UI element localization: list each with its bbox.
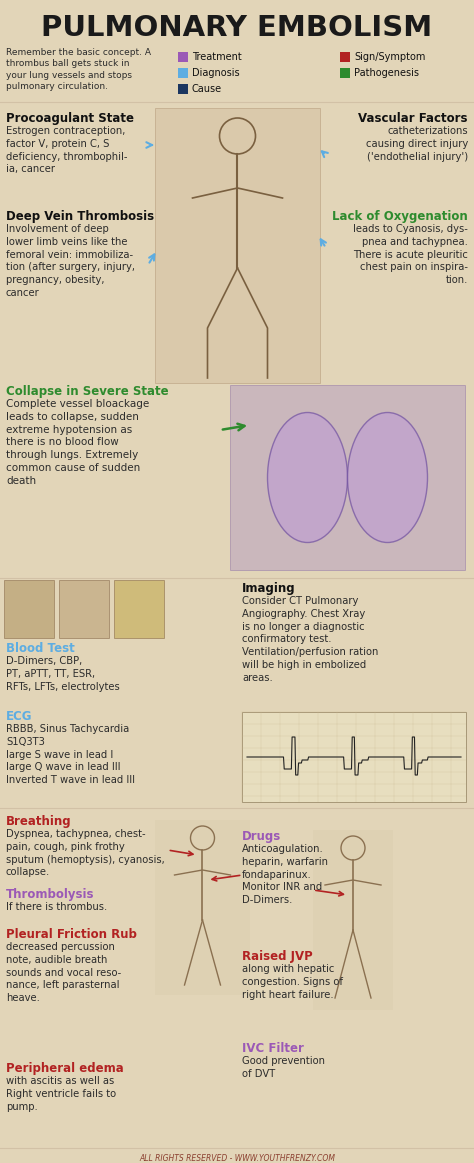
Text: decreased percussion
note, audible breath
sounds and vocal reso-
nance, left par: decreased percussion note, audible breat… — [6, 942, 121, 1004]
Bar — [178, 84, 188, 94]
Bar — [114, 580, 164, 638]
Text: along with hepatic
congestion. Signs of
right heart failure.: along with hepatic congestion. Signs of … — [242, 964, 343, 1000]
Text: Complete vessel bloackage
leads to collapse, sudden
extreme hypotension as
there: Complete vessel bloackage leads to colla… — [6, 399, 149, 486]
Text: Vascular Factors: Vascular Factors — [358, 112, 468, 124]
Text: Consider CT Pulmonary
Angiography. Chest Xray
is no longer a diagnostic
confirma: Consider CT Pulmonary Angiography. Chest… — [242, 595, 378, 683]
Text: catheterizations
causing direct injury
('endothelial injury'): catheterizations causing direct injury (… — [366, 126, 468, 162]
Text: Remember the basic concept. A
thrombus ball gets stuck in
your lung vessels and : Remember the basic concept. A thrombus b… — [6, 48, 151, 92]
Text: Thrombolysis: Thrombolysis — [6, 889, 94, 901]
Text: RBBB, Sinus Tachycardia
S1Q3T3
large S wave in lead I
large Q wave in lead III
I: RBBB, Sinus Tachycardia S1Q3T3 large S w… — [6, 725, 135, 785]
Text: Imaging: Imaging — [242, 582, 296, 595]
Text: Collapse in Severe State: Collapse in Severe State — [6, 385, 169, 398]
Bar — [178, 67, 188, 78]
Text: ALL RIGHTS RESERVED - WWW.YOUTHFRENZY.COM: ALL RIGHTS RESERVED - WWW.YOUTHFRENZY.CO… — [139, 1154, 335, 1163]
Text: ECG: ECG — [6, 709, 33, 723]
Text: Good prevention
of DVT: Good prevention of DVT — [242, 1056, 325, 1079]
Text: Deep Vein Thrombosis: Deep Vein Thrombosis — [6, 211, 154, 223]
Text: Anticoagulation.
heparin, warfarin
fondaparinux.
Monitor INR and
D-Dimers.: Anticoagulation. heparin, warfarin fonda… — [242, 844, 328, 905]
Text: Dyspnea, tachypnea, chest-
pain, cough, pink frothy
sputum (hemoptysis), cyanosi: Dyspnea, tachypnea, chest- pain, cough, … — [6, 829, 165, 877]
Ellipse shape — [347, 413, 428, 542]
Bar — [242, 712, 466, 802]
Bar — [155, 820, 250, 996]
Ellipse shape — [267, 413, 347, 542]
Bar — [4, 580, 54, 638]
Bar — [59, 580, 109, 638]
Bar — [313, 830, 393, 1009]
Text: leads to Cyanosis, dys-
pnea and tachypnea.
There is acute pleuritic
chest pain : leads to Cyanosis, dys- pnea and tachypn… — [353, 224, 468, 285]
Text: Cause: Cause — [192, 84, 222, 94]
Text: Pleural Friction Rub: Pleural Friction Rub — [6, 928, 137, 941]
Text: Treatment: Treatment — [192, 52, 242, 62]
Text: PULMONARY EMBOLISM: PULMONARY EMBOLISM — [41, 14, 433, 42]
Text: Lack of Oxygenation: Lack of Oxygenation — [332, 211, 468, 223]
Bar — [340, 67, 350, 78]
Text: Sign/Symptom: Sign/Symptom — [354, 52, 425, 62]
Bar — [155, 108, 320, 383]
Text: D-Dimers, CBP,
PT, aPTT, TT, ESR,
RFTs, LFTs, electrolytes: D-Dimers, CBP, PT, aPTT, TT, ESR, RFTs, … — [6, 656, 120, 692]
Text: with ascitis as well as
Right ventricle fails to
pump.: with ascitis as well as Right ventricle … — [6, 1076, 116, 1112]
Text: Involvement of deep
lower limb veins like the
femoral vein: immobiliza-
tion (af: Involvement of deep lower limb veins lik… — [6, 224, 135, 298]
Text: If there is thrombus.: If there is thrombus. — [6, 902, 107, 912]
Bar — [230, 385, 465, 570]
Text: Raised JVP: Raised JVP — [242, 950, 313, 963]
Text: Peripheral edema: Peripheral edema — [6, 1062, 124, 1075]
Text: IVC Filter: IVC Filter — [242, 1042, 304, 1055]
Text: Estrogen contraception,
factor V, protein C, S
deficiency, thrombophil-
ia, canc: Estrogen contraception, factor V, protei… — [6, 126, 128, 174]
Bar — [178, 52, 188, 62]
Text: Pathogenesis: Pathogenesis — [354, 67, 419, 78]
Text: Procoagulant State: Procoagulant State — [6, 112, 134, 124]
Text: Blood Test: Blood Test — [6, 642, 75, 655]
Text: Diagnosis: Diagnosis — [192, 67, 240, 78]
Text: Breathing: Breathing — [6, 815, 72, 828]
Text: Drugs: Drugs — [242, 830, 281, 843]
Bar — [340, 52, 350, 62]
